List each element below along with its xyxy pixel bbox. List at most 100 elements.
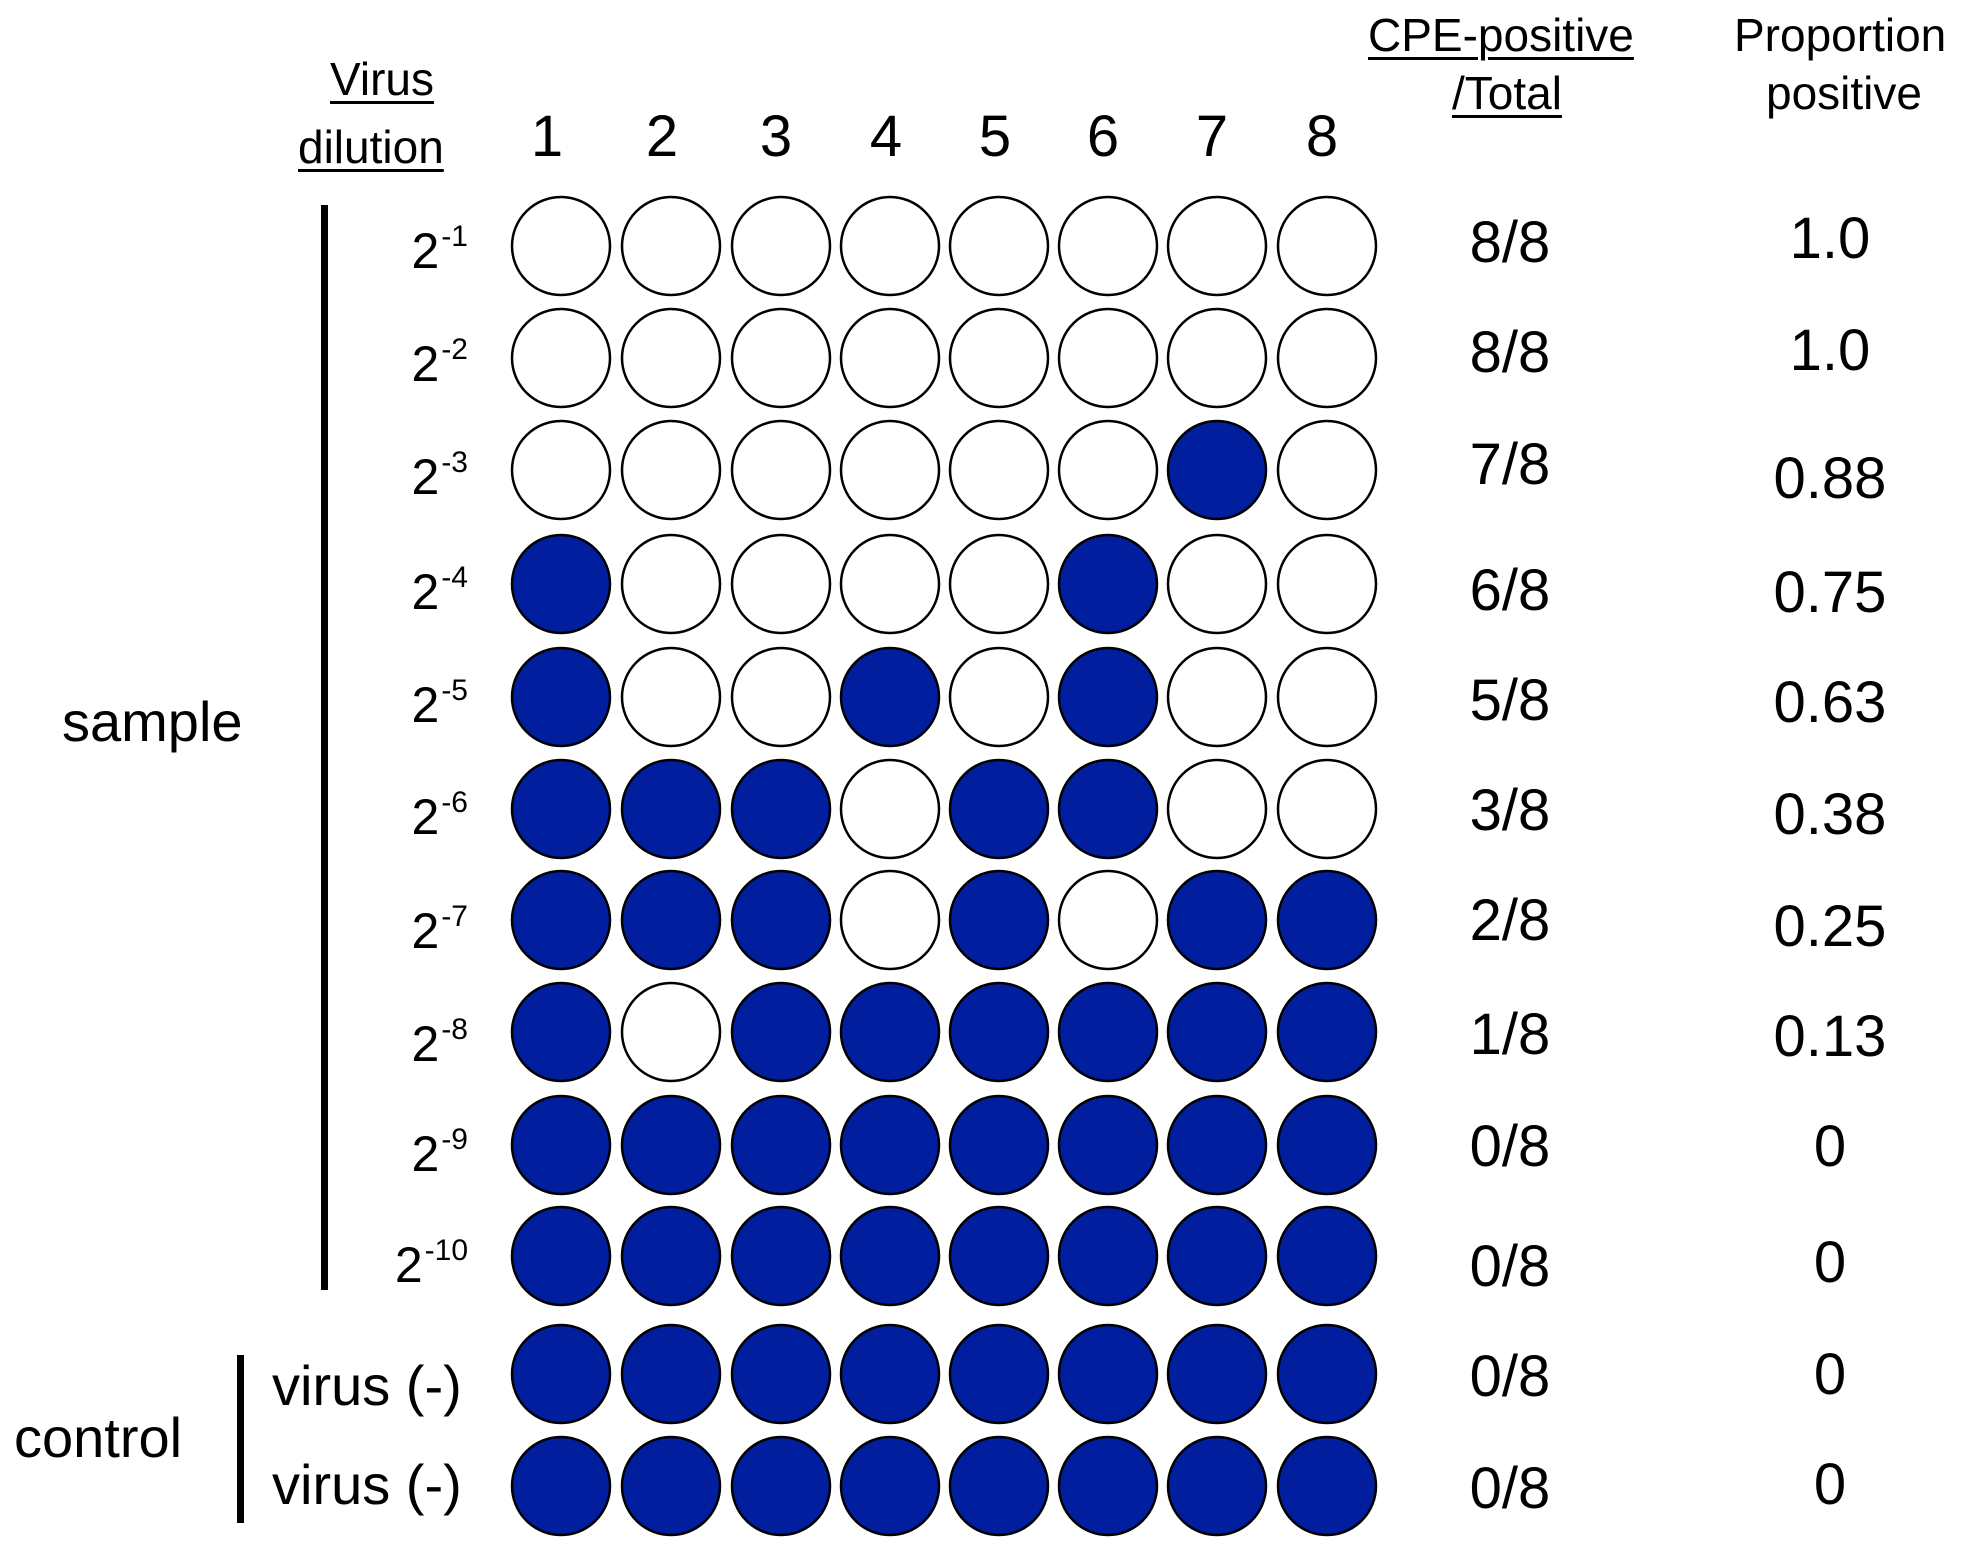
dilution-label-row-8: 2-8 [411,1013,469,1072]
well-r8-c1 [510,981,612,1083]
well-r10-c3 [730,1205,832,1307]
well-r10-c5 [948,1205,1050,1307]
well-r6-c1 [510,758,612,860]
sample-group-bracket [321,205,328,1290]
virus-dilution-header-line2: dilution [298,121,444,173]
column-number-2: 2 [645,104,679,169]
proportion-header-line1: Proportion [1734,9,1947,61]
well-r7-c8 [1276,869,1378,971]
well-r1-c1 [510,195,612,297]
proportion-row-11: 0 [1813,1342,1847,1407]
well-r11-c5 [948,1323,1050,1425]
well-r4-c2 [620,533,722,635]
cpe-count-row-2: 8/8 [1469,320,1551,385]
dilution-label-row-2: 2-2 [411,333,469,392]
well-r5-c4 [839,646,941,748]
proportion-row-1: 1.0 [1789,206,1871,271]
well-r10-c8 [1276,1205,1378,1307]
well-r12-c2 [620,1435,722,1537]
column-number-3: 3 [759,104,793,169]
well-r11-c1 [510,1323,612,1425]
well-r6-c2 [620,758,722,860]
control-group-label: control [14,1406,183,1469]
well-r4-c7 [1166,533,1268,635]
column-number-7: 7 [1195,104,1229,169]
cpe-count-row-6: 3/8 [1469,778,1551,843]
well-r1-c5 [948,195,1050,297]
well-r4-c1 [510,533,612,635]
well-r2-c5 [948,307,1050,409]
well-r5-c5 [948,646,1050,748]
well-r12-c3 [730,1435,832,1537]
cpe-count-row-4: 6/8 [1469,558,1551,623]
well-r2-c7 [1166,307,1268,409]
proportion-row-9: 0 [1813,1114,1847,1179]
well-r9-c7 [1166,1094,1268,1196]
well-r5-c8 [1276,646,1378,748]
well-r8-c4 [839,981,941,1083]
well-r10-c1 [510,1205,612,1307]
well-r11-c7 [1166,1323,1268,1425]
well-r3-c4 [839,419,941,521]
well-r12-c7 [1166,1435,1268,1537]
well-r3-c6 [1057,419,1159,521]
well-r5-c1 [510,646,612,748]
proportion-row-10: 0 [1813,1230,1847,1295]
cpe-count-row-5: 5/8 [1469,668,1551,733]
well-r4-c8 [1276,533,1378,635]
cpe-count-row-9: 0/8 [1469,1114,1551,1179]
well-r8-c7 [1166,981,1268,1083]
cpe-count-row-7: 2/8 [1469,888,1551,953]
cpe-count-row-8: 1/8 [1469,1002,1551,1067]
well-r10-c2 [620,1205,722,1307]
well-r7-c4 [839,869,941,971]
cpe-header-line1: CPE-positive [1368,9,1634,61]
proportion-row-7: 0.25 [1773,894,1887,959]
well-r9-c5 [948,1094,1050,1196]
column-number-1: 1 [530,104,564,169]
well-r1-c6 [1057,195,1159,297]
well-r5-c3 [730,646,832,748]
dilution-label-row-3: 2-3 [411,446,469,505]
proportion-row-8: 0.13 [1773,1004,1887,1069]
well-r6-c5 [948,758,1050,860]
well-r6-c8 [1276,758,1378,860]
well-r4-c6 [1057,533,1159,635]
well-r2-c3 [730,307,832,409]
well-r3-c7 [1166,419,1268,521]
well-r7-c5 [948,869,1050,971]
well-r7-c3 [730,869,832,971]
dilution-label-row-1: 2-1 [411,220,469,279]
column-number-6: 6 [1086,104,1120,169]
well-r1-c7 [1166,195,1268,297]
well-r9-c2 [620,1094,722,1196]
well-r6-c4 [839,758,941,860]
dilution-label-row-10: 2-10 [394,1234,468,1293]
well-r2-c6 [1057,307,1159,409]
well-r4-c3 [730,533,832,635]
well-r7-c7 [1166,869,1268,971]
well-r4-c4 [839,533,941,635]
dilution-label-row-6: 2-6 [411,786,469,845]
virus-dilution-header-line1: Virus [330,53,434,105]
well-r9-c6 [1057,1094,1159,1196]
well-r6-c7 [1166,758,1268,860]
dilution-label-row-7: 2-7 [411,900,469,959]
well-r8-c5 [948,981,1050,1083]
sample-group-label: sample [62,690,243,753]
dilution-label-row-9: 2-9 [411,1123,469,1182]
well-r1-c2 [620,195,722,297]
column-number-5: 5 [978,104,1012,169]
proportion-row-6: 0.38 [1773,782,1887,847]
well-r5-c6 [1057,646,1159,748]
column-number-8: 8 [1305,104,1339,169]
well-r4-c5 [948,533,1050,635]
well-r2-c2 [620,307,722,409]
well-r3-c5 [948,419,1050,521]
control-label-row-11: virus (-) [272,1354,462,1417]
proportion-row-4: 0.75 [1773,560,1887,625]
well-r10-c4 [839,1205,941,1307]
well-r2-c4 [839,307,941,409]
proportion-row-5: 0.63 [1773,670,1887,735]
well-r3-c8 [1276,419,1378,521]
